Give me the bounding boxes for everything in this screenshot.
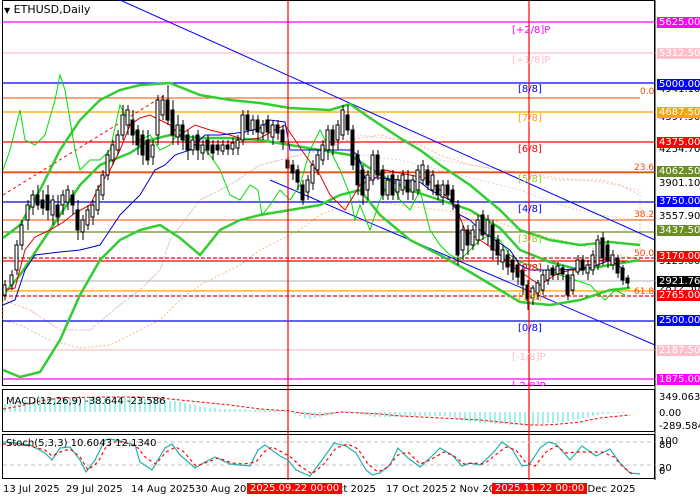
stoch-label: Stoch(5,3,3) 10.6043 12.1340 xyxy=(6,438,157,449)
murrey-label: [3/8] xyxy=(518,234,542,245)
murrey-label: [+2/8]P xyxy=(512,25,551,36)
price-tag-2500: 2500.00 xyxy=(657,315,700,326)
triangle-down-icon[interactable]: ▼ xyxy=(4,6,11,15)
trend-channel xyxy=(2,0,656,346)
price-tag-4375: 4375.00 xyxy=(657,137,700,148)
stoch-axis-tick: 20 xyxy=(659,463,672,474)
murrey-label: [0/8] xyxy=(518,323,542,334)
fib-label: 38.2 xyxy=(634,210,655,220)
bollinger-bands xyxy=(2,81,641,379)
fib-label: 23.6 xyxy=(634,163,655,173)
price-tag-3437: 3437.50 xyxy=(657,225,700,236)
date-tick: 14 Aug 2025 xyxy=(131,484,196,495)
price-tick: 2812.50 xyxy=(659,283,700,294)
price-tag-5625: 5625.00 xyxy=(657,17,700,28)
price-tick: 4254.70 xyxy=(659,144,700,155)
fib-label: 61.8 xyxy=(634,287,655,297)
crosshair-date-tag-2: 2025.11.22 00:00 xyxy=(492,483,588,494)
crosshair-date-tag-1: 2025.09.22 00:00 xyxy=(247,483,343,494)
price-tag-5312: 5312.50 xyxy=(657,48,700,59)
ichimoku-cloud xyxy=(2,134,641,349)
stoch-k-line xyxy=(2,438,641,477)
current-price-tag: 2921.76 xyxy=(657,276,700,287)
fib-label: 50.0 xyxy=(634,249,655,259)
chart-title[interactable]: ▼ ETHUSD,Daily xyxy=(4,3,90,16)
kijun-line xyxy=(2,119,626,306)
price-tag-5000: 5000.00 xyxy=(657,79,700,90)
price-tick: 3557.90 xyxy=(659,211,700,222)
murrey-label: [6/8] xyxy=(518,144,542,155)
fib-label: 0.0 xyxy=(640,87,655,97)
price-tag-1875: 1875.00 xyxy=(657,374,700,385)
stoch-axis-tick: 100 xyxy=(659,436,679,447)
macd-label: MACD(12,26,9) -38.644 -23.586 xyxy=(6,396,166,407)
murrey-label: [4/8] xyxy=(518,204,542,215)
date-tick: 17 Oct 2025 xyxy=(386,484,448,495)
murrey-label: [5/8] xyxy=(518,174,542,185)
murrey-label: [7/8] xyxy=(518,113,542,124)
date-tick: Oct 2025 xyxy=(330,484,376,495)
macd-histogram xyxy=(4,398,624,426)
price-tag-3170: 3170.00 xyxy=(657,251,700,262)
macd-axis-tick: 0.00 xyxy=(659,408,682,419)
murrey-label: [2/8] xyxy=(518,263,542,274)
stoch-axis-tick: 0 xyxy=(659,466,666,477)
symbol-timeframe-label: ETHUSD,Daily xyxy=(13,3,91,16)
murrey-label: [1/8] xyxy=(518,292,542,303)
stoch-axis-tick: 80 xyxy=(659,440,672,451)
price-tag-4062: 4062.50 xyxy=(657,166,700,177)
macd-axis-tick: 349.063 xyxy=(659,392,700,403)
date-tick: 2 Nov 20 xyxy=(450,484,495,495)
murrey-label: [8/8] xyxy=(518,84,542,95)
price-tick: 3901.10 xyxy=(659,178,700,189)
candlesticks xyxy=(2,85,630,310)
date-tick: 29 Jul 2025 xyxy=(66,484,123,495)
macd-axis-tick: -289.584 xyxy=(659,421,700,432)
price-tag-4687: 4687.50 xyxy=(657,107,700,118)
murrey-label: [-1/8]P xyxy=(512,352,546,363)
murrey-label: [-2/8]P xyxy=(512,381,546,386)
murrey-label: [+1/8]P xyxy=(512,55,551,66)
chikou-line xyxy=(2,73,626,301)
date-tick: 30 Aug 2025 xyxy=(195,484,260,495)
price-tag-2187: 2187.50 xyxy=(657,345,700,356)
date-tick: 13 Jul 2025 xyxy=(3,484,60,495)
price-tag-3750: 3750.00 xyxy=(657,196,700,207)
date-tick: 4 Dec 2025 xyxy=(578,484,636,495)
tenkan-line xyxy=(2,114,626,291)
price-tag-2765: 2765.00 xyxy=(657,290,700,301)
